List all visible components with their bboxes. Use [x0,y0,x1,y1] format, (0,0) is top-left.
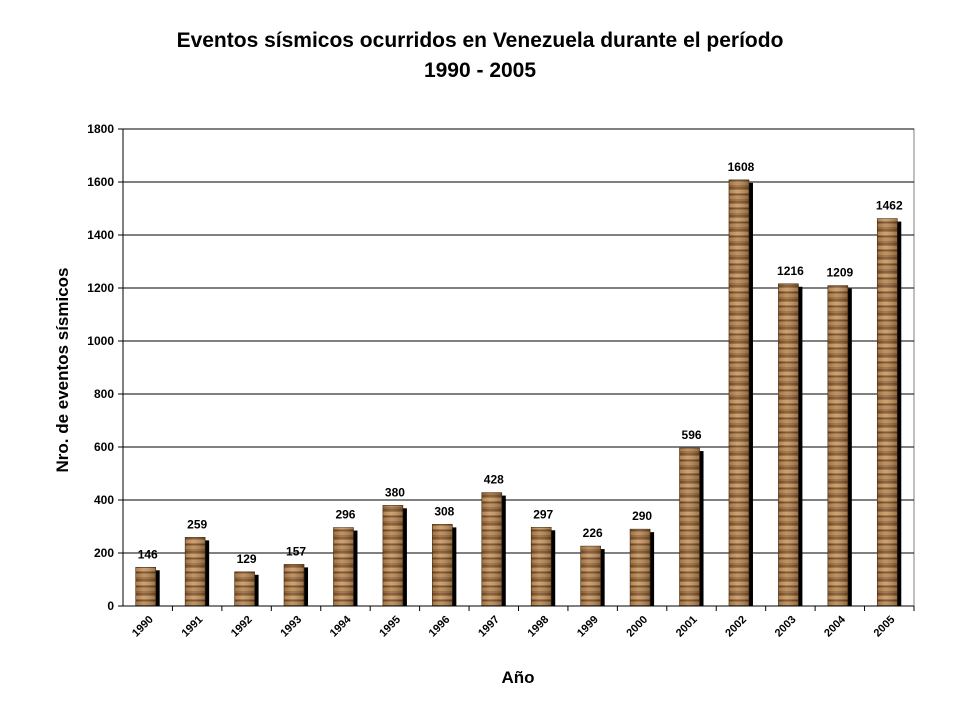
bar-2001 [679,447,704,607]
bar-shading [481,492,502,606]
chart-subtitle: 1990 - 2005 [423,59,537,82]
bars [135,179,902,607]
y-tick-label: 800 [94,387,114,401]
bar-1996 [432,524,457,607]
x-tick-label: 1997 [476,614,502,640]
data-label: 308 [434,504,454,518]
bar-shading [778,283,799,606]
x-tick-label: 1994 [328,613,354,639]
bar-1997 [481,492,506,607]
x-tick-label: 1995 [377,614,403,640]
data-label: 296 [335,508,355,522]
bar-2000 [629,528,655,607]
data-label: 297 [533,507,553,521]
bar-1991 [184,537,210,607]
data-label: 1608 [728,160,755,174]
chart-title: Eventos sísmicos ocurridos en Venezuela … [176,29,784,52]
data-label: 1462 [876,199,903,213]
bar-1995 [382,504,407,607]
x-tick-label: 2002 [723,614,749,640]
bar-2005 [876,218,902,607]
data-label: 380 [385,485,405,499]
x-tick-label: 1991 [179,614,205,640]
bar-1990 [135,567,160,607]
x-tick-label: 2003 [773,614,799,640]
y-tick-label: 600 [94,440,114,454]
data-label: 596 [682,428,702,442]
data-label: 157 [286,544,306,558]
bar-1999 [580,545,605,607]
y-tick-label: 400 [94,493,114,507]
bar-shading [284,564,305,606]
y-axis-title: Nro. de eventos sísmicos [53,267,72,472]
x-tick-label: 1999 [575,614,601,640]
data-label: 129 [237,552,257,566]
bar-1998 [530,526,556,607]
bar-1993 [283,564,309,607]
bar-shading [382,505,403,606]
x-tick-label: 1990 [130,614,156,640]
data-label: 1209 [826,266,853,280]
x-tick-label: 2005 [872,614,898,640]
y-tick-label: 1000 [87,334,114,348]
data-labels: 146 259 129 157 296 380 308 428 297 226 290 596 1608… [138,160,903,566]
bar-shading [827,285,848,606]
y-tick-label: 1200 [87,281,114,295]
x-tick-label: 2001 [674,614,700,640]
y-tick-label: 0 [107,599,114,613]
bar-shading [333,527,354,606]
x-tick-labels: 1990 1991 1992 1993 1994 1995 1996 1997 1998 1999… [130,613,897,639]
data-label: 259 [187,517,207,531]
axes [118,128,915,611]
bar-2003 [778,283,803,607]
bar-shading [432,524,453,606]
x-tick-label: 1992 [229,614,255,640]
x-tick-label: 1993 [278,614,304,640]
bar-1992 [234,571,259,607]
data-label: 146 [138,547,158,561]
data-label: 1216 [777,264,804,278]
bar-2002 [728,179,753,607]
y-tick-label: 1400 [87,228,114,242]
data-label: 290 [632,509,652,523]
x-tick-label: 2004 [822,613,848,639]
bar-shading [531,527,552,606]
y-tick-label: 1800 [87,122,114,136]
chart-title-block: Eventos sísmicos ocurridos en Venezuela … [0,26,960,86]
bar-shading [580,546,601,606]
bar-shading [234,571,255,606]
x-tick-label: 1996 [427,614,453,640]
bar-shading [728,179,749,606]
bar-shading [630,529,651,606]
data-label: 428 [484,473,504,487]
data-label: 226 [583,526,603,540]
bar-shading [185,537,206,606]
bar-2004 [827,285,852,607]
bar-1994 [333,527,358,607]
bar-shading [679,448,700,606]
y-tick-label: 1600 [87,175,114,189]
x-tick-label: 1998 [526,614,552,640]
bar-shading [135,567,156,606]
bar-shading [877,218,898,606]
x-axis-title: Año [501,668,534,687]
y-tick-labels: 0 200 400 600 800 1000 1200 1400 1600 1800 [87,122,114,613]
y-tick-label: 200 [94,546,114,560]
x-tick-label: 2000 [624,614,650,640]
